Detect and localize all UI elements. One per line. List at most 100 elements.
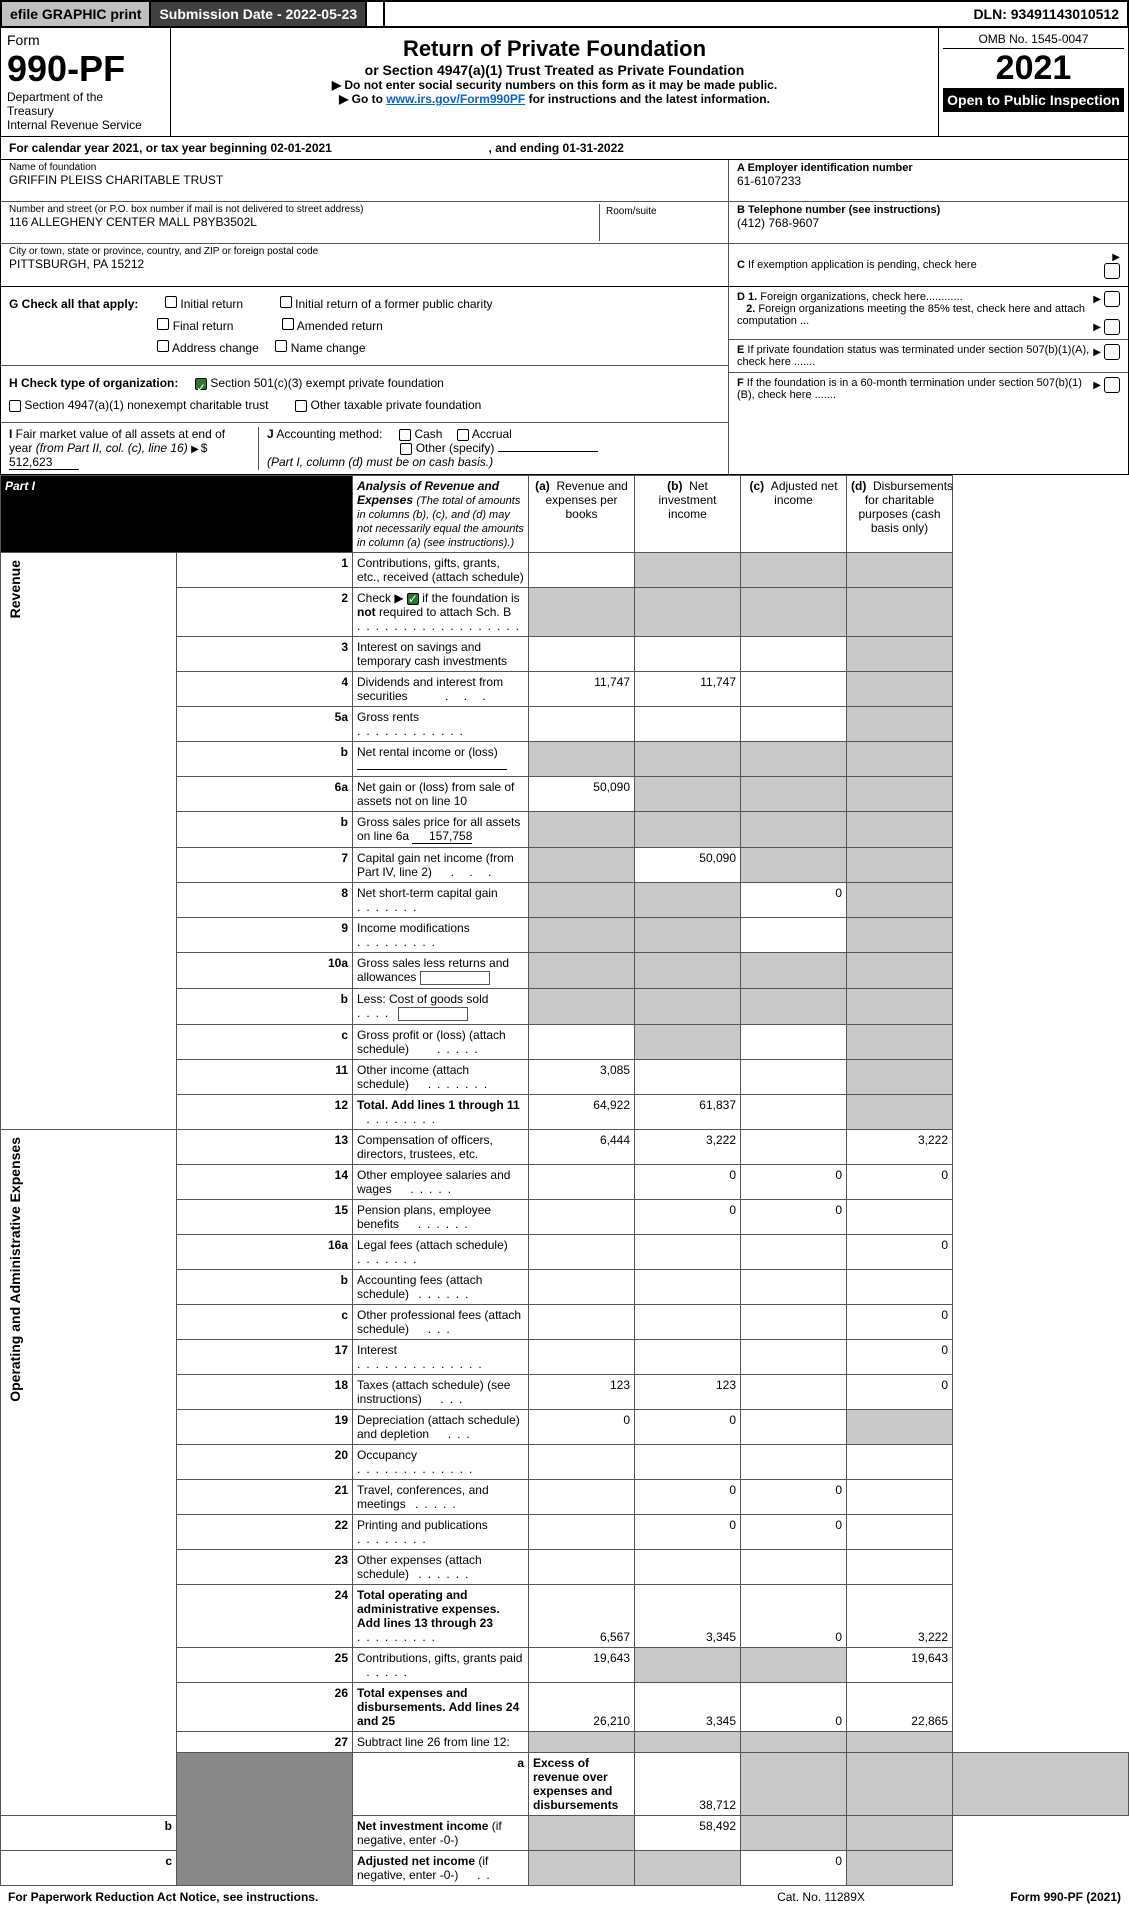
line-26-col-a: 26,210 (529, 1682, 635, 1731)
name-change-checkbox[interactable] (275, 340, 287, 352)
line-16a-col-d: 0 (847, 1234, 953, 1269)
line-22-col-b: 0 (635, 1514, 741, 1549)
final-return-checkbox[interactable] (157, 318, 169, 330)
line-2-desc: Check ▶ if the foundation is not require… (353, 588, 529, 637)
line-10a-desc: Gross sales less returns and allowances (353, 953, 529, 989)
form-instructions-1: ▶ Do not enter social security numbers o… (179, 78, 930, 92)
line-19-desc: Depreciation (attach schedule) and deple… (353, 1409, 529, 1444)
section-h-label: H Check type of organization: (9, 376, 178, 390)
section-h: H Check type of organization: Section 50… (1, 366, 728, 423)
line-24-col-d: 3,222 (847, 1584, 953, 1647)
f-checkbox[interactable] (1104, 377, 1120, 393)
footer-right: Form 990-PF (2021) (921, 1890, 1121, 1904)
line-27c-col-c: 0 (741, 1850, 847, 1885)
line-13-desc: Compensation of officers, directors, tru… (353, 1129, 529, 1164)
city-value: PITTSBURGH, PA 15212 (9, 257, 720, 271)
side-dark (177, 1752, 353, 1885)
city-label: City or town, state or province, country… (9, 246, 720, 257)
phone-label: B Telephone number (see instructions) (737, 204, 1120, 216)
line-21-col-b: 0 (635, 1479, 741, 1514)
address-change-checkbox[interactable] (157, 340, 169, 352)
line-12-col-a: 64,922 (529, 1094, 635, 1129)
line-16b-desc: Accounting fees (attach schedule) ...... (353, 1269, 529, 1304)
line-22-col-c: 0 (741, 1514, 847, 1549)
accrual-checkbox[interactable] (457, 429, 469, 441)
line-24-col-a: 6,567 (529, 1584, 635, 1647)
cash-checkbox[interactable] (399, 429, 411, 441)
form-instructions-2: ▶ Go to www.irs.gov/Form990PF for instru… (179, 92, 930, 106)
col-d-header: (d) Disbursements for charitable purpose… (847, 476, 953, 553)
ein-value: 61-6107233 (737, 174, 1120, 188)
line-27a-col-a: 38,712 (635, 1752, 741, 1815)
line-5a-desc: Gross rents ............ (353, 707, 529, 742)
arrow-icon (191, 441, 201, 455)
e-checkbox[interactable] (1104, 344, 1120, 360)
line-27b-col-b: 58,492 (635, 1815, 741, 1850)
form-header: Form 990-PF Department of theTreasuryInt… (0, 28, 1129, 137)
line-18-col-d: 0 (847, 1374, 953, 1409)
line-15-col-b: 0 (635, 1199, 741, 1234)
line-12-desc: Total. Add lines 1 through 11 ........ (353, 1094, 529, 1129)
line-27c-desc: Adjusted net income (if negative, enter … (353, 1850, 529, 1885)
line-6a-col-a: 50,090 (529, 777, 635, 812)
exemption-checkbox[interactable] (1104, 263, 1120, 279)
submission-date: Submission Date - 2022-05-23 (151, 2, 367, 26)
line-22-desc: Printing and publications ........ (353, 1514, 529, 1549)
entity-block: Name of foundation GRIFFIN PLEISS CHARIT… (0, 160, 1129, 287)
line-16c-col-d: 0 (847, 1304, 953, 1339)
line-6b-value: 157,758 (412, 829, 472, 844)
line-14-col-c: 0 (741, 1164, 847, 1199)
line-12-col-b: 61,837 (635, 1094, 741, 1129)
line-24-col-b: 3,345 (635, 1584, 741, 1647)
side-revenue: Revenue (1, 553, 177, 1130)
line-24-col-c: 0 (741, 1584, 847, 1647)
line-27a-desc: Excess of revenue over expenses and disb… (529, 1752, 635, 1815)
d2-checkbox[interactable] (1104, 319, 1120, 335)
section-g-label: G Check all that apply: (9, 297, 138, 311)
line-11-col-a: 3,085 (529, 1059, 635, 1094)
section-g-h-block: G Check all that apply: Initial return I… (0, 287, 1129, 475)
form-subtitle: or Section 4947(a)(1) Trust Treated as P… (179, 62, 930, 78)
line-13-col-b: 3,222 (635, 1129, 741, 1164)
line-26-col-d: 22,865 (847, 1682, 953, 1731)
line-18-desc: Taxes (attach schedule) (see instruction… (353, 1374, 529, 1409)
side-expenses: Operating and Administrative Expenses (1, 1129, 177, 1815)
form-instructions-link[interactable]: www.irs.gov/Form990PF (386, 92, 525, 106)
part1-note: (Part I, column (d) must be on cash basi… (267, 455, 493, 469)
schb-checkbox[interactable] (407, 593, 419, 605)
initial-return-checkbox[interactable] (165, 296, 177, 308)
line-26-col-b: 3,345 (635, 1682, 741, 1731)
line-13-col-a: 6,444 (529, 1129, 635, 1164)
line-8-col-c: 0 (741, 883, 847, 918)
initial-return-public-checkbox[interactable] (280, 296, 292, 308)
arrow-icon (1091, 293, 1101, 305)
form-label: Form (7, 32, 164, 48)
other-method-checkbox[interactable] (400, 443, 412, 455)
submission-date-spacer (367, 2, 385, 26)
line-6b-desc: Gross sales price for all assets on line… (353, 812, 529, 848)
efile-print-button[interactable]: efile GRAPHIC print (2, 2, 151, 26)
amended-return-checkbox[interactable] (282, 318, 294, 330)
line-10c-desc: Gross profit or (loss) (attach schedule)… (353, 1024, 529, 1059)
line-21-col-c: 0 (741, 1479, 847, 1514)
line-3-desc: Interest on savings and temporary cash i… (353, 637, 529, 672)
room-label: Room/suite (606, 206, 657, 217)
d1-checkbox[interactable] (1104, 291, 1120, 307)
501c3-checkbox[interactable] (195, 378, 207, 390)
line-7-desc: Capital gain net income (from Part IV, l… (353, 848, 529, 883)
line-4-col-b: 11,747 (635, 672, 741, 707)
line-15-col-c: 0 (741, 1199, 847, 1234)
other-taxable-checkbox[interactable] (295, 400, 307, 412)
foundation-name: GRIFFIN PLEISS CHARITABLE TRUST (9, 173, 720, 187)
section-i-j: I Fair market value of all assets at end… (1, 423, 728, 474)
line-18-col-a: 123 (529, 1374, 635, 1409)
line-10b-desc: Less: Cost of goods sold .... (353, 988, 529, 1024)
line-1-desc: Contributions, gifts, grants, etc., rece… (353, 553, 529, 588)
dln: DLN: 93491143010512 (965, 2, 1127, 26)
tax-year: 2021 (943, 49, 1124, 88)
phone-value: (412) 768-9607 (737, 216, 1120, 230)
col-c-header: (c) Adjusted net income (741, 476, 847, 553)
line-26-col-c: 0 (741, 1682, 847, 1731)
line-14-col-d: 0 (847, 1164, 953, 1199)
4947a1-checkbox[interactable] (9, 400, 21, 412)
